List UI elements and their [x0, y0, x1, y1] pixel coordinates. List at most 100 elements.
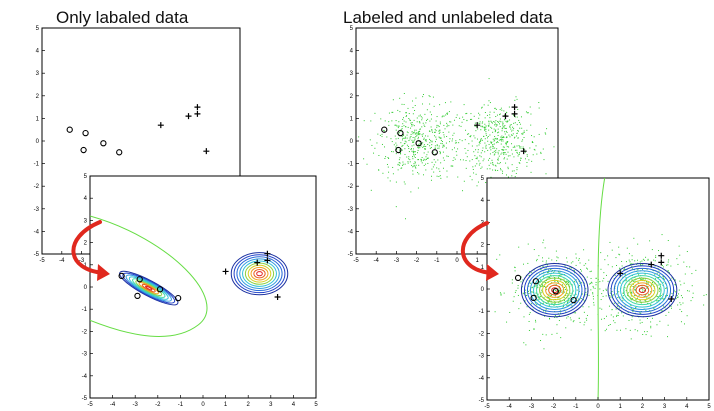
panel-labeled-only-class-o-point	[82, 129, 89, 137]
panel-labeled-unlabeled-unlabeled-point	[507, 168, 509, 170]
panel-labeled-unlabeled-unlabeled-point	[482, 147, 484, 149]
panel-labeled-only-ytick-label: 3	[36, 71, 40, 77]
panel-labeled-unlabeled-unlabeled-point	[400, 153, 402, 155]
panel-labeled-unlabeled-unlabeled-point	[420, 158, 422, 160]
panel-labeled-unlabeled-unlabeled-point	[505, 137, 507, 139]
panel-model-semi-supervised-unlabeled-point	[577, 300, 579, 302]
panel-labeled-unlabeled-unlabeled-point	[492, 161, 494, 163]
panel-model-semi-supervised-unlabeled-point	[605, 274, 607, 276]
panel-labeled-unlabeled-unlabeled-point	[424, 113, 426, 115]
panel-model-semi-supervised-unlabeled-point	[573, 270, 575, 272]
panel-model-semi-supervised-unlabeled-point	[568, 283, 570, 285]
panel-model-semi-supervised-unlabeled-point	[524, 300, 526, 302]
panel-model-semi-supervised-unlabeled-point	[539, 304, 541, 306]
panel-model-semi-supervised-unlabeled-point	[603, 277, 605, 279]
panel-labeled-unlabeled-unlabeled-point	[408, 118, 410, 120]
panel-model-semi-supervised-unlabeled-point	[639, 312, 641, 314]
panel-model-semi-supervised-unlabeled-point	[644, 273, 646, 275]
panel-labeled-unlabeled-unlabeled-point	[533, 136, 535, 138]
panel-model-semi-supervised-unlabeled-point	[679, 308, 681, 310]
panel-model-semi-supervised-unlabeled-point	[575, 312, 577, 314]
panel-labeled-unlabeled-unlabeled-point	[522, 133, 524, 135]
panel-labeled-unlabeled-unlabeled-point	[513, 170, 515, 172]
panel-labeled-unlabeled-unlabeled-point	[480, 129, 482, 131]
panel-model-semi-supervised-unlabeled-point	[570, 292, 572, 294]
panel-labeled-unlabeled-xtick-label: -1	[434, 258, 440, 264]
panel-labeled-unlabeled-unlabeled-point	[477, 128, 479, 130]
panel-labeled-unlabeled-unlabeled-point	[395, 149, 397, 151]
panel-model-semi-supervised-unlabeled-point	[591, 281, 593, 283]
panel-model-semi-supervised-unlabeled-point	[547, 296, 549, 298]
panel-labeled-unlabeled-unlabeled-point	[402, 117, 404, 119]
panel-model-semi-supervised-unlabeled-point	[579, 285, 581, 287]
panel-labeled-unlabeled-unlabeled-point	[400, 142, 402, 144]
panel-model-semi-supervised-unlabeled-point	[579, 302, 581, 304]
panel-labeled-unlabeled-unlabeled-point	[518, 153, 520, 155]
panel-labeled-unlabeled-unlabeled-point	[506, 112, 508, 114]
panel-labeled-unlabeled-unlabeled-point	[423, 152, 425, 154]
panel-model-semi-supervised-unlabeled-point	[659, 276, 661, 278]
panel-labeled-unlabeled-unlabeled-point	[418, 164, 420, 166]
panel-labeled-unlabeled-unlabeled-point	[435, 138, 437, 140]
panel-model-semi-supervised-unlabeled-point	[666, 295, 668, 297]
panel-model-semi-supervised-unlabeled-point	[624, 305, 626, 307]
panel-model-semi-supervised-unlabeled-point	[658, 250, 660, 252]
panel-labeled-unlabeled-unlabeled-point	[386, 136, 388, 138]
panel-model-semi-supervised-unlabeled-point	[642, 263, 644, 265]
panel-model-semi-supervised-unlabeled-point	[632, 309, 634, 311]
panel-labeled-unlabeled-unlabeled-point	[437, 147, 439, 149]
panel-labeled-unlabeled-unlabeled-point	[511, 170, 513, 172]
panel-model-semi-supervised-unlabeled-point	[531, 291, 533, 293]
panel-model-semi-supervised-unlabeled-point	[657, 284, 659, 286]
panel-labeled-unlabeled-unlabeled-point	[417, 149, 419, 151]
panel-model-semi-supervised-unlabeled-point	[585, 317, 587, 319]
panel-labeled-unlabeled-unlabeled-point	[532, 141, 534, 143]
panel-model-semi-supervised-xtick-label: -2	[551, 404, 557, 410]
panel-model-semi-supervised-density-contour	[542, 279, 568, 301]
panel-model-semi-supervised-unlabeled-point	[565, 282, 567, 284]
panel-labeled-unlabeled-unlabeled-point	[439, 153, 441, 155]
panel-labeled-unlabeled-unlabeled-point	[516, 152, 518, 154]
panel-labeled-only-class-plus-point	[203, 148, 210, 155]
panel-labeled-unlabeled-unlabeled-point	[380, 118, 382, 120]
panel-labeled-unlabeled-unlabeled-point	[418, 132, 420, 134]
panel-model-semi-supervised-unlabeled-point	[645, 334, 647, 336]
panel-labeled-unlabeled-unlabeled-point	[495, 108, 497, 110]
panel-labeled-unlabeled-unlabeled-point	[494, 121, 496, 123]
panel-labeled-unlabeled-unlabeled-point	[402, 164, 404, 166]
panel-model-semi-supervised-unlabeled-point	[626, 269, 628, 271]
panel-model-semi-supervised-unlabeled-point	[545, 308, 547, 310]
panel-model-semi-supervised-unlabeled-point	[663, 298, 665, 300]
panel-model-semi-supervised-unlabeled-point	[574, 272, 576, 274]
panel-labeled-unlabeled-unlabeled-point	[445, 147, 447, 149]
panel-labeled-unlabeled-unlabeled-point	[462, 116, 464, 118]
panel-labeled-unlabeled-unlabeled-point	[497, 132, 499, 134]
panel-model-semi-supervised-unlabeled-point	[547, 272, 549, 274]
panel-labeled-unlabeled-unlabeled-point	[449, 138, 451, 140]
panel-model-semi-supervised-unlabeled-point	[582, 306, 584, 308]
panel-labeled-unlabeled-unlabeled-point	[505, 153, 507, 155]
panel-model-semi-supervised-density-contour	[545, 282, 565, 298]
panel-model-semi-supervised-unlabeled-point	[531, 287, 533, 289]
panel-model-semi-supervised-unlabeled-point	[558, 276, 560, 278]
panel-labeled-unlabeled-unlabeled-point	[482, 121, 484, 123]
panel-model-semi-supervised-unlabeled-point	[655, 278, 657, 280]
panel-model-semi-supervised-unlabeled-point	[558, 320, 560, 322]
panel-labeled-unlabeled-unlabeled-point	[523, 131, 525, 133]
panel-labeled-unlabeled-unlabeled-point	[509, 124, 511, 126]
panel-labeled-unlabeled-unlabeled-point	[493, 154, 495, 156]
panel-model-semi-supervised-unlabeled-point	[630, 338, 632, 340]
panel-model-semi-supervised-unlabeled-point	[522, 292, 524, 294]
panel-model-semi-supervised-unlabeled-point	[629, 263, 631, 265]
panel-labeled-unlabeled-unlabeled-point	[512, 146, 514, 148]
panel-model-semi-supervised-unlabeled-point	[619, 296, 621, 298]
panel-labeled-unlabeled-unlabeled-point	[519, 147, 521, 149]
panel-model-semi-supervised-unlabeled-point	[661, 298, 663, 300]
panel-model-semi-supervised-unlabeled-point	[540, 269, 542, 271]
panel-labeled-unlabeled-unlabeled-point	[493, 128, 495, 130]
panel-labeled-only-class-o-point	[100, 140, 107, 147]
panel-model-semi-supervised-unlabeled-point	[665, 287, 667, 289]
panel-model-semi-supervised-unlabeled-point	[654, 274, 656, 276]
panel-labeled-unlabeled-unlabeled-point	[429, 138, 431, 140]
panel-model-semi-supervised-unlabeled-point	[680, 295, 682, 297]
